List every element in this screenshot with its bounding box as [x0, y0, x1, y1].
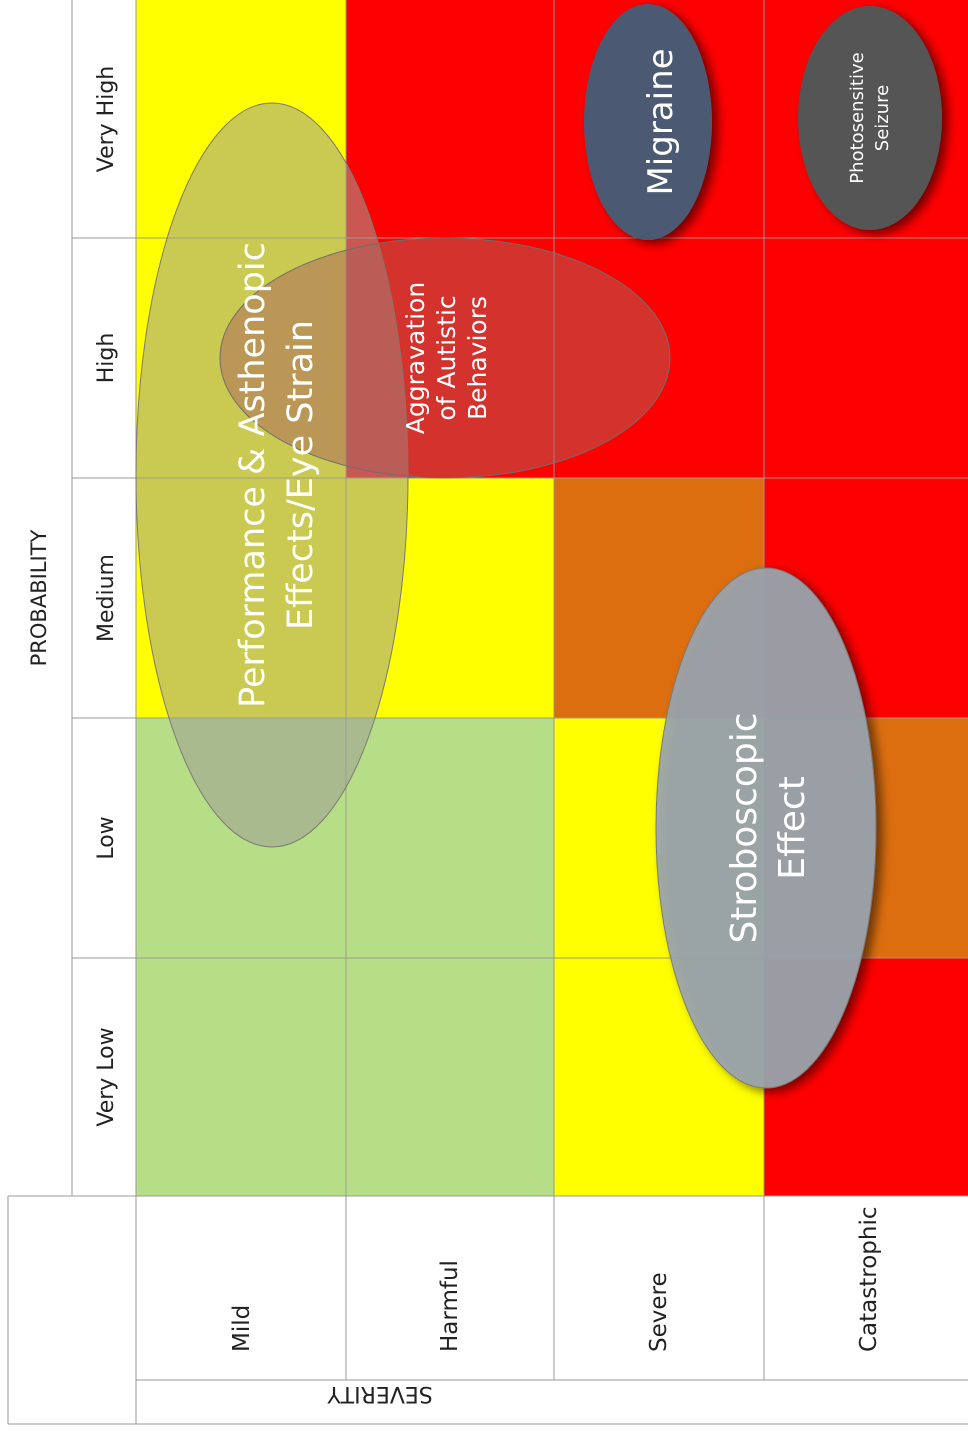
photosensitive-seizure-label-line1: Photosensitive	[847, 52, 868, 183]
severity-level-mild: Mild	[229, 1305, 255, 1352]
cell-harmful-very-high	[346, 0, 554, 238]
cell-catastrophic-high	[764, 238, 968, 478]
migraine-oval	[584, 4, 712, 240]
severity-level-catastrophic: Catastrophic	[856, 1206, 882, 1352]
probability-level-very-low: Very Low	[94, 1027, 119, 1126]
cell-harmful-low	[346, 718, 554, 958]
stroboscopic-effect-label-line1: Stroboscopic	[724, 712, 765, 943]
performance-effect-label-line2: Effects/Eye Strain	[281, 320, 321, 630]
severity-axis: SEVERITY Mild Harmful Severe Catastrophi…	[229, 1206, 882, 1406]
autistic-behaviors-label-line2: of Autistic	[432, 295, 461, 420]
probability-level-low: Low	[94, 816, 119, 859]
autistic-behaviors-oval	[219, 237, 671, 479]
severity-axis-title: SEVERITY	[327, 1381, 433, 1406]
autistic-behaviors-label-line3: Behaviors	[463, 296, 492, 420]
probability-axis: PROBABILITY Very Low Low Medium High Ver…	[27, 66, 119, 1127]
autistic-behaviors-label-line1: Aggravation	[401, 282, 430, 434]
photosensitive-seizure-oval	[798, 6, 942, 230]
stroboscopic-effect-label-line2: Effect	[772, 776, 813, 880]
cell-harmful-very-low	[346, 958, 554, 1196]
cell-mild-very-low	[136, 958, 346, 1196]
photosensitive-seizure-label-line2: Seizure	[872, 85, 893, 151]
performance-effect-label-line1: Performance & Asthenopic	[233, 242, 273, 708]
migraine-label: Migraine	[641, 48, 681, 195]
probability-level-medium: Medium	[94, 554, 119, 642]
severity-level-severe: Severe	[646, 1272, 672, 1352]
probability-level-very-high: Very High	[94, 66, 119, 173]
stroboscopic-effect-oval	[655, 567, 877, 1089]
probability-level-high: High	[94, 333, 119, 384]
severity-level-harmful: Harmful	[437, 1260, 463, 1352]
probability-axis-title: PROBABILITY	[27, 529, 51, 666]
effect-ovals: Performance & Asthenopic Effects/Eye Str…	[135, 4, 942, 1089]
